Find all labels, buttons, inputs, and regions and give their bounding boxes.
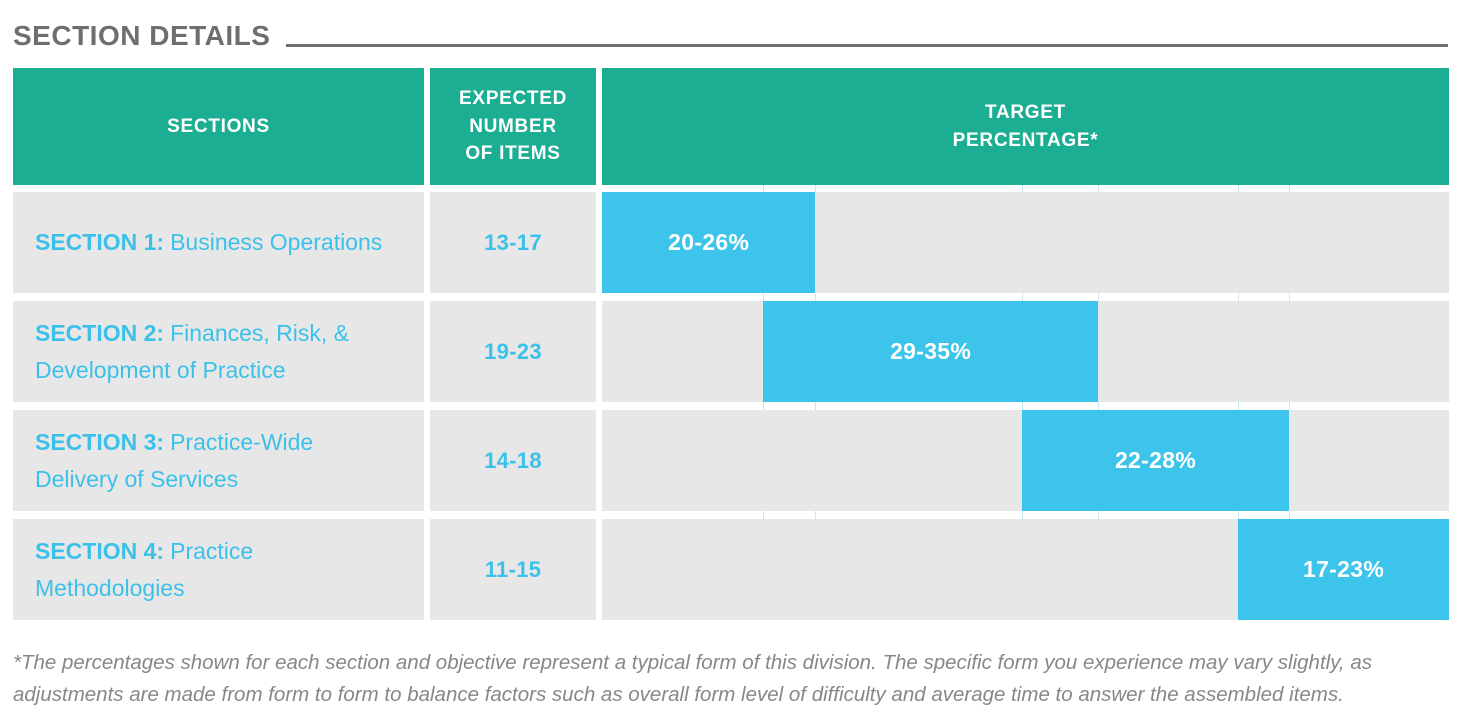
section-1-target-bar: 20-26%	[602, 192, 816, 293]
section-4-title: Practice Methodologies	[35, 538, 254, 601]
section-4-text: SECTION 4: Practice Methodologies	[35, 533, 388, 606]
section-2-name-cell: SECTION 2: Finances, Risk, & Development …	[13, 301, 424, 402]
section-1-expected-items: 13-17	[430, 192, 596, 293]
section-3-name-cell: SECTION 3: Practice-Wide Delivery of Serv…	[13, 410, 424, 511]
section-4-expected-items: 11-15	[430, 519, 596, 620]
section-3-title: Practice-Wide Delivery of Services	[35, 429, 314, 492]
section-3-target-cell: 22-28%	[602, 410, 1449, 511]
table-row-section-4: SECTION 4: Practice Methodologies 11-15 1…	[13, 519, 1449, 620]
section-4-target-bar: 17-23%	[1238, 519, 1449, 620]
section-1-name-cell: SECTION 1: Business Operations	[13, 192, 424, 293]
section-1-target-cell: 20-26%	[602, 192, 1449, 293]
section-details-table: SECTIONS EXPECTED NUMBER OF ITEMS TARGET…	[13, 68, 1449, 620]
title-row: SECTION DETAILS	[13, 12, 1448, 50]
section-2-title: Finances, Risk, & Development of Practic…	[35, 320, 350, 383]
section-3-text: SECTION 3: Practice-Wide Delivery of Serv…	[35, 424, 388, 497]
section-3-target-percentage: 22-28%	[1114, 447, 1197, 473]
title-rule	[286, 44, 1448, 47]
section-4-name-cell: SECTION 4: Practice Methodologies	[13, 519, 424, 620]
column-header-sections: SECTIONS	[13, 68, 424, 185]
table-row-section-1: SECTION 1: Business Operations 13-17 20-2…	[13, 192, 1449, 293]
section-3-expected-items: 14-18	[430, 410, 596, 511]
section-1-title: Business Operations	[170, 229, 383, 256]
section-2-target-cell: 29-35%	[602, 301, 1449, 402]
section-4-target-percentage: 17-23%	[1303, 556, 1385, 582]
page-title: SECTION DETAILS	[13, 20, 271, 51]
section-2-target-bar: 29-35%	[762, 301, 1099, 402]
section-1-label: SECTION 1:	[35, 229, 165, 256]
column-header-target-percentage: TARGET PERCENTAGE*	[602, 68, 1449, 185]
footnote: *The percentages shown for each section …	[13, 651, 1372, 707]
table-header-row: SECTIONS EXPECTED NUMBER OF ITEMS TARGET…	[13, 68, 1449, 185]
section-2-target-percentage: 29-35%	[890, 338, 972, 364]
section-1-target-percentage: 20-26%	[668, 229, 750, 255]
table-row-section-2: SECTION 2: Finances, Risk, & Development …	[13, 301, 1449, 402]
section-4-label: SECTION 4:	[35, 538, 165, 565]
section-4-target-cell: 17-23%	[602, 519, 1449, 620]
section-3-target-bar: 22-28%	[1022, 410, 1289, 511]
section-2-text: SECTION 2: Finances, Risk, & Development …	[35, 315, 388, 388]
table-row-section-3: SECTION 3: Practice-Wide Delivery of Serv…	[13, 410, 1449, 511]
section-3-label: SECTION 3:	[35, 429, 165, 456]
column-header-expected-items: EXPECTED NUMBER OF ITEMS	[430, 68, 596, 185]
section-2-label: SECTION 2:	[35, 320, 165, 347]
section-2-expected-items: 19-23	[430, 301, 596, 402]
section-1-text: SECTION 1: Business Operations	[35, 224, 388, 260]
